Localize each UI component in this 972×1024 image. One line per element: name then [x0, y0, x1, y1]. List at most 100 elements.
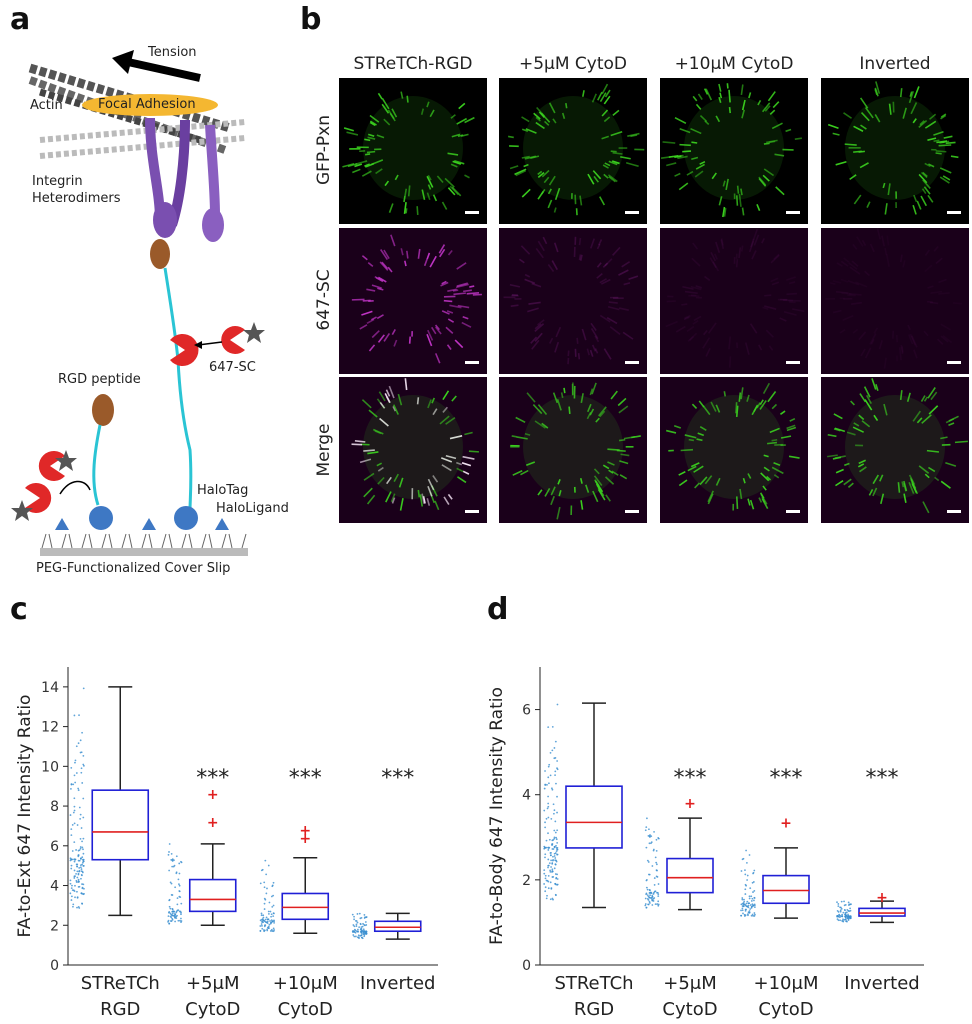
data-point [645, 886, 648, 889]
outlier-marker: + [299, 823, 311, 839]
halotag-label: HaloTag [197, 483, 249, 498]
data-point [358, 937, 360, 940]
data-point [554, 820, 557, 823]
data-point [657, 895, 660, 898]
data-point [648, 873, 651, 876]
data-point [844, 909, 846, 912]
data-point [744, 893, 747, 895]
data-point [267, 918, 269, 921]
scale-bar [786, 510, 800, 513]
data-point [82, 848, 84, 851]
data-point [177, 878, 180, 881]
data-point [265, 916, 268, 919]
data-point [551, 749, 554, 752]
data-point [171, 914, 173, 917]
box [666, 857, 714, 894]
data-point [73, 809, 76, 812]
data-point [746, 874, 749, 877]
scale-bar [625, 361, 639, 364]
data-point [555, 782, 557, 785]
data-point [543, 809, 546, 812]
data-point [261, 920, 264, 923]
data-point [544, 877, 547, 880]
data-point [77, 855, 80, 858]
data-point [656, 903, 659, 905]
data-point [655, 863, 658, 866]
data-point [74, 884, 76, 887]
data-point [551, 868, 554, 871]
data-point [547, 805, 550, 808]
data-point [556, 811, 558, 814]
data-point [753, 915, 756, 917]
data-point [556, 768, 559, 771]
data-point [750, 907, 753, 909]
data-point [657, 903, 660, 906]
data-point [362, 928, 365, 931]
data-point [544, 886, 547, 889]
data-point [175, 872, 178, 875]
data-point [352, 934, 355, 936]
y-tick-label: 12 [41, 720, 59, 736]
column-title-10um: +10μM CytoD [674, 54, 794, 74]
data-point [171, 910, 174, 913]
data-point [72, 783, 75, 786]
data-point [351, 913, 354, 916]
y-axis-label: FA-to-Ext 647 Intensity Ratio [15, 695, 35, 938]
data-point [555, 838, 558, 841]
data-point [753, 889, 756, 892]
data-point [175, 855, 178, 858]
data-point [70, 787, 72, 790]
y-tick-label: 6 [522, 703, 531, 719]
data-point [740, 914, 743, 917]
data-point [654, 856, 657, 859]
data-point [648, 835, 651, 838]
data-point [844, 911, 847, 914]
data-point [551, 870, 554, 872]
data-point [544, 784, 547, 786]
data-point [744, 873, 747, 876]
data-point [837, 919, 840, 922]
data-point [544, 821, 546, 824]
data-point [548, 838, 551, 841]
data-point [272, 894, 275, 897]
significance-label: *** [674, 766, 707, 791]
data-point [176, 897, 179, 900]
data-point [846, 917, 849, 920]
data-point [751, 897, 754, 900]
data-point [81, 887, 84, 890]
data-point [740, 870, 743, 872]
data-point [552, 876, 555, 878]
data-point [844, 916, 847, 919]
data-point [82, 860, 85, 863]
data-point [552, 898, 554, 901]
integrin-shapes [145, 117, 224, 269]
data-point [73, 877, 76, 879]
data-point [80, 827, 83, 829]
data-point [653, 830, 655, 833]
data-point [260, 918, 263, 921]
data-point [547, 847, 550, 850]
data-point [73, 890, 76, 893]
x-tick-label: STReTCh [554, 973, 633, 994]
data-point [544, 890, 547, 893]
data-point [171, 859, 174, 862]
data-point [263, 920, 266, 923]
data-point [844, 918, 847, 921]
data-point [741, 898, 744, 901]
data-point [751, 903, 754, 906]
data-point [363, 929, 365, 932]
data-point [651, 865, 654, 867]
column-title-stretch: STReTCh-RGD [353, 54, 473, 74]
data-point [744, 908, 747, 911]
data-point [653, 884, 656, 886]
data-point [77, 849, 80, 852]
data-point [78, 885, 81, 888]
significance-label: *** [770, 766, 803, 791]
data-point [548, 763, 551, 766]
data-point [555, 850, 558, 853]
data-point [547, 858, 550, 861]
x-tick-label: RGD [100, 999, 140, 1020]
data-point [842, 918, 844, 921]
data-point [545, 897, 548, 900]
data-point [168, 922, 171, 925]
